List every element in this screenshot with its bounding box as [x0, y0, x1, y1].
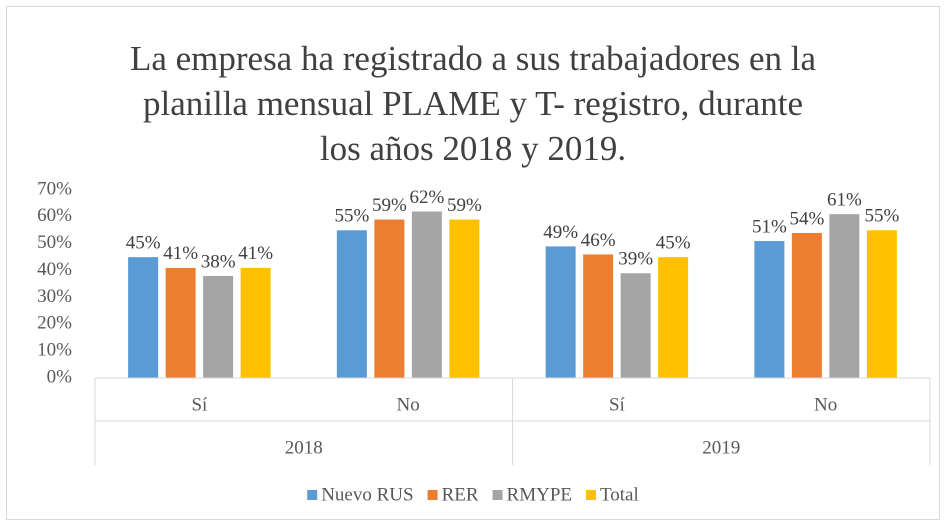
- legend-swatch: [586, 490, 597, 500]
- data-label: 51%: [752, 216, 787, 237]
- group-label: 2019: [702, 437, 740, 458]
- y-tick-label: 30%: [37, 286, 72, 307]
- legend-swatch: [492, 490, 503, 500]
- chart-title: planilla mensual PLAME y T- registro, du…: [143, 84, 803, 123]
- legend-label: RMYPE: [507, 484, 572, 505]
- bar: [620, 273, 651, 378]
- chart-title: La empresa ha registrado a sus trabajado…: [130, 39, 817, 78]
- legend-swatch: [307, 490, 318, 500]
- y-tick-label: 50%: [37, 232, 72, 253]
- y-tick-label: 20%: [37, 313, 72, 334]
- y-tick-label: 70%: [37, 178, 72, 199]
- bar: [336, 230, 367, 378]
- data-label: 46%: [581, 230, 616, 251]
- bar: [374, 219, 405, 378]
- bar: [866, 230, 897, 378]
- group-label: 2018: [285, 437, 323, 458]
- data-label: 45%: [656, 233, 691, 254]
- chart-title: los años 2018 y 2019.: [320, 129, 626, 168]
- bar: [754, 241, 785, 378]
- data-label: 55%: [334, 206, 369, 227]
- bar: [240, 267, 271, 378]
- data-label: 41%: [163, 243, 198, 264]
- y-tick-label: 10%: [37, 340, 72, 361]
- data-label: 45%: [126, 233, 161, 254]
- bar: [829, 214, 860, 378]
- data-label: 61%: [827, 190, 862, 211]
- y-tick-label: 40%: [37, 259, 72, 280]
- legend-swatch: [427, 490, 438, 500]
- bar: [658, 257, 689, 378]
- y-tick-label: 0%: [47, 366, 73, 387]
- data-label: 39%: [618, 249, 653, 270]
- x-tick-label: No: [814, 394, 837, 415]
- legend-label: Nuevo RUS: [321, 484, 413, 505]
- data-label: 59%: [372, 195, 407, 216]
- data-label: 59%: [447, 195, 482, 216]
- bar: [411, 211, 442, 378]
- legend-label: Total: [600, 484, 639, 505]
- bar: [165, 267, 196, 378]
- bar: [791, 232, 822, 378]
- data-label: 38%: [201, 251, 236, 272]
- bar: [583, 254, 614, 378]
- data-label: 41%: [238, 243, 273, 264]
- data-label: 55%: [864, 206, 899, 227]
- x-tick-label: Sí: [191, 394, 208, 415]
- legend-label: RER: [442, 484, 479, 505]
- bar: [449, 219, 480, 378]
- y-tick-label: 60%: [37, 205, 72, 226]
- data-label: 49%: [543, 222, 578, 243]
- data-label: 62%: [409, 187, 444, 208]
- data-label: 54%: [789, 208, 824, 229]
- x-tick-label: Sí: [609, 394, 626, 415]
- bar: [545, 246, 576, 378]
- x-tick-label: No: [397, 394, 420, 415]
- bar: [128, 257, 159, 378]
- bar: [203, 275, 234, 378]
